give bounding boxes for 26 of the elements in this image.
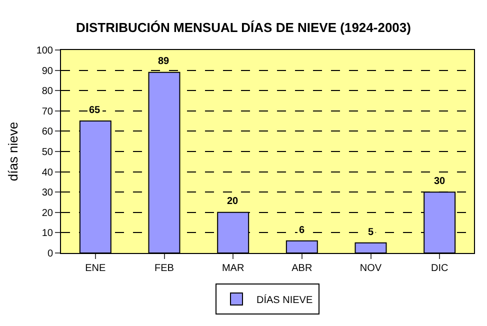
data-label: 89 xyxy=(158,56,170,67)
chart-title: DISTRIBUCIÓN MENSUAL DÍAS DE NIEVE (1924-2003) xyxy=(76,20,411,35)
x-tick-label: ABR xyxy=(292,263,312,274)
y-tick-label: 100 xyxy=(36,46,54,56)
y-tick-label: 50 xyxy=(42,147,54,158)
y-tick-label: 30 xyxy=(42,188,54,199)
x-tick-label: NOV xyxy=(360,263,382,274)
y-tick-label: 20 xyxy=(42,208,54,219)
y-tick-label: 90 xyxy=(42,66,54,77)
y-tick-label: 70 xyxy=(42,106,54,118)
data-label: 30 xyxy=(434,176,446,187)
x-tick-label: ENE xyxy=(85,263,106,274)
y-tick-label: 40 xyxy=(42,167,54,178)
y-tick-label: 60 xyxy=(42,126,54,138)
y-tick-label: 10 xyxy=(42,228,54,240)
x-tick-label: MAR xyxy=(222,263,244,274)
x-tick-label: FEB xyxy=(154,263,174,274)
y-axis-title: días nieve xyxy=(5,122,20,182)
data-label: 20 xyxy=(227,196,239,207)
data-label: 6 xyxy=(299,225,305,236)
legend-label: DÍAS NIEVE xyxy=(256,294,313,306)
data-label: 65 xyxy=(89,105,101,116)
y-tick-label: 80 xyxy=(42,86,54,98)
x-tick-label: DIC xyxy=(430,263,448,274)
y-tick-label: 0 xyxy=(47,248,54,260)
data-label: 5 xyxy=(368,227,374,238)
